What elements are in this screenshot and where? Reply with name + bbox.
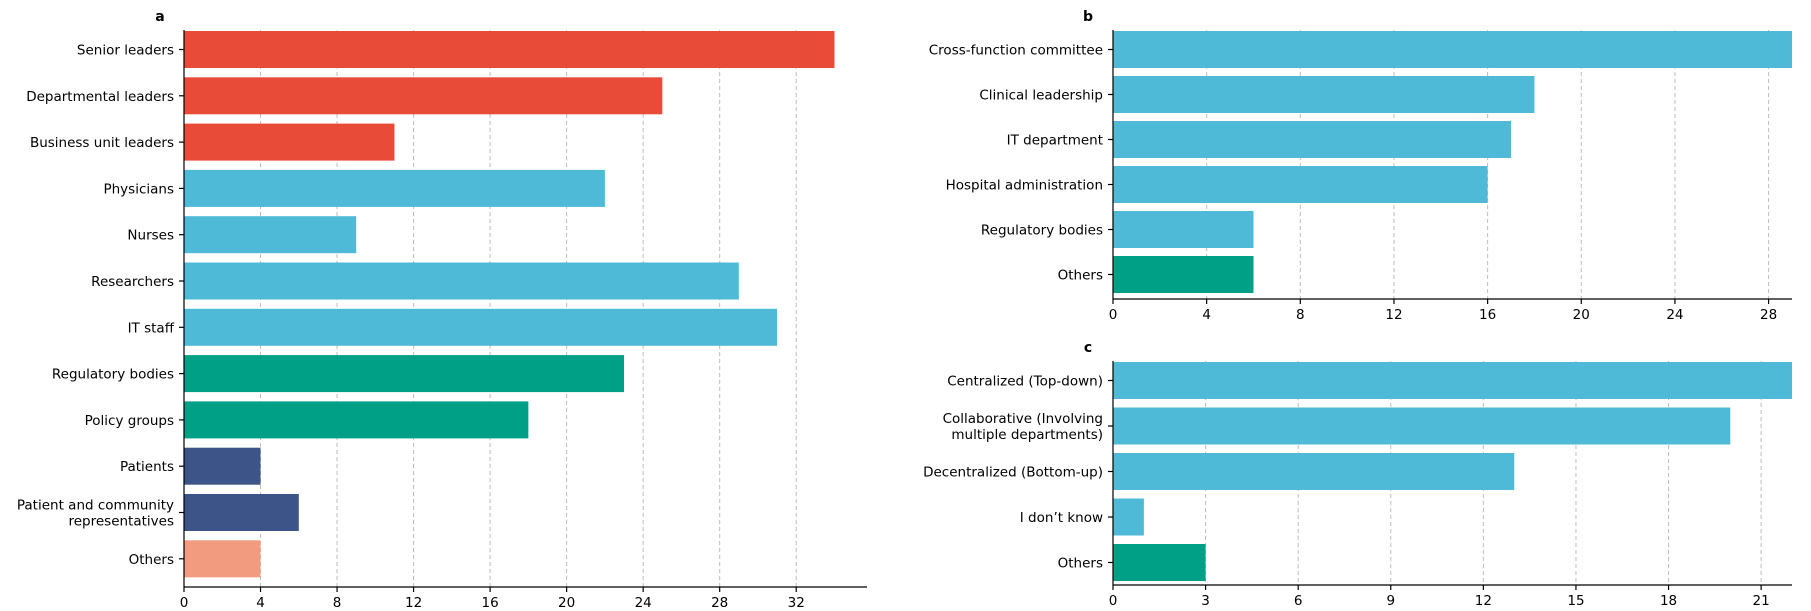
xtick-label-16: 16 — [482, 595, 499, 611]
xtick-label-24: 24 — [635, 595, 652, 611]
bar-collaborative-involving-multiple-departments — [1113, 407, 1731, 445]
xtick-label-32: 32 — [788, 595, 805, 611]
category-label-nurses: Nurses — [127, 228, 174, 244]
category-label-departmental-leaders: Departmental leaders — [26, 89, 174, 105]
bar-cross-function-committee — [1113, 31, 1792, 68]
bar-it-department — [1113, 121, 1512, 158]
bar-others — [184, 540, 261, 578]
bar-it-staff — [184, 308, 778, 346]
xtick-label-12: 12 — [405, 595, 422, 611]
bar-others — [1113, 544, 1206, 581]
xtick-label-20: 20 — [1573, 307, 1590, 323]
xtick-label-12: 12 — [1385, 307, 1402, 323]
bar-researchers — [184, 262, 739, 300]
category-label-it-department: IT department — [1007, 133, 1103, 149]
bar-decentralized-bottom-up — [1113, 453, 1515, 490]
bar-regulatory-bodies — [1113, 211, 1254, 248]
xtick-label-16: 16 — [1479, 307, 1496, 323]
xtick-label-8: 8 — [333, 595, 342, 611]
xtick-label-28: 28 — [1760, 307, 1777, 323]
category-label-patient-and-community-representatives: Patient and community representatives — [17, 498, 174, 530]
category-label-patients: Patients — [120, 459, 174, 475]
category-label-others: Others — [1058, 268, 1103, 284]
category-label-decentralized-bottom-up: Decentralized (Bottom-up) — [923, 465, 1103, 481]
category-label-others: Others — [129, 552, 174, 568]
category-label-others: Others — [1058, 556, 1103, 572]
bar-clinical-leadership — [1113, 76, 1535, 113]
category-label-cross-function-committee: Cross-function committee — [929, 43, 1103, 59]
panel-a: Senior leaders Departmental leaders Busine… — [17, 9, 867, 611]
xtick-label-6: 6 — [1294, 593, 1303, 609]
bar-patients — [184, 447, 261, 485]
xtick-label-9: 9 — [1386, 593, 1395, 609]
bar-nurses — [184, 216, 357, 254]
panel-label: b — [1083, 9, 1093, 25]
bar-departmental-leaders — [184, 77, 663, 115]
bar-policy-groups — [184, 401, 529, 439]
bar-hospital-administration — [1113, 166, 1488, 203]
xtick-label-24: 24 — [1666, 307, 1683, 323]
bar-senior-leaders — [184, 31, 835, 68]
xtick-label-0: 0 — [1109, 593, 1118, 609]
panel-label: a — [155, 9, 164, 25]
category-label-it-staff: IT staff — [128, 320, 175, 336]
category-label-centralized-top-down: Centralized (Top-down) — [947, 374, 1103, 390]
xtick-label-4: 4 — [256, 595, 265, 611]
panel-label: c — [1084, 340, 1092, 356]
category-label-senior-leaders: Senior leaders — [77, 43, 174, 59]
xtick-label-12: 12 — [1475, 593, 1492, 609]
bar-i-don-t-know — [1113, 498, 1144, 536]
category-label-business-unit-leaders: Business unit leaders — [30, 135, 174, 151]
category-label-hospital-administration: Hospital administration — [946, 178, 1103, 194]
category-label-regulatory-bodies: Regulatory bodies — [52, 367, 174, 383]
xtick-label-3: 3 — [1201, 593, 1210, 609]
xtick-label-28: 28 — [711, 595, 728, 611]
category-label-researchers: Researchers — [91, 274, 174, 290]
category-label-regulatory-bodies: Regulatory bodies — [981, 223, 1103, 239]
bar-physicians — [184, 169, 605, 207]
bar-others — [1113, 256, 1254, 293]
xtick-label-8: 8 — [1296, 307, 1305, 323]
bar-patient-and-community-representatives — [184, 494, 299, 531]
bar-regulatory-bodies — [184, 355, 625, 393]
xtick-label-4: 4 — [1202, 307, 1211, 323]
category-label-i-don-t-know: I don’t know — [1020, 510, 1103, 526]
panel-b: Cross-function committee Clinical leaders… — [929, 9, 1792, 323]
category-label-physicians: Physicians — [103, 181, 174, 197]
category-label-policy-groups: Policy groups — [85, 413, 174, 429]
xtick-label-0: 0 — [1109, 307, 1118, 323]
bar-business-unit-leaders — [184, 123, 395, 161]
xtick-label-0: 0 — [180, 595, 189, 611]
bar-centralized-top-down — [1113, 362, 1792, 399]
xtick-label-21: 21 — [1753, 593, 1770, 609]
xtick-label-18: 18 — [1660, 593, 1677, 609]
xtick-label-20: 20 — [558, 595, 575, 611]
xtick-label-15: 15 — [1567, 593, 1584, 609]
category-label-collaborative-involving-multiple-departments: Collaborative (Involving multiple departm… — [943, 411, 1103, 443]
panel-c: Centralized (Top-down) Collaborative (Inv… — [923, 340, 1792, 609]
category-label-clinical-leadership: Clinical leadership — [979, 88, 1103, 104]
